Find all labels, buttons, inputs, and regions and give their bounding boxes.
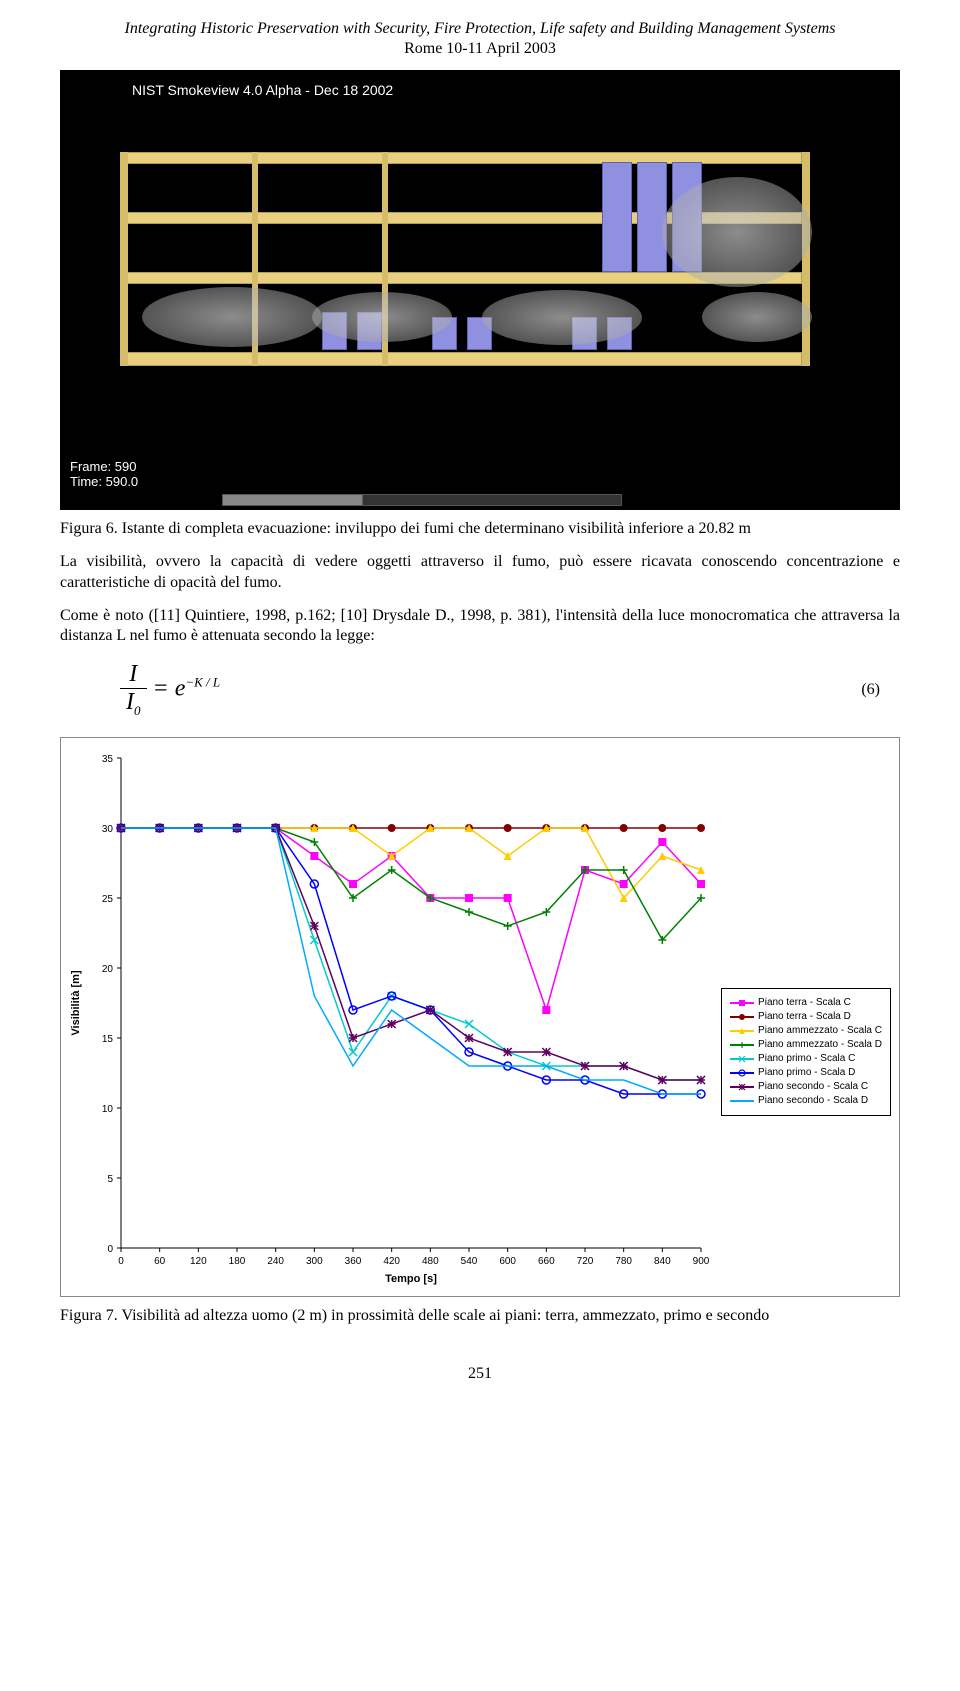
legend-label: Piano ammezzato - Scala C — [758, 1025, 882, 1036]
svg-text:30: 30 — [102, 824, 114, 835]
svg-text:780: 780 — [615, 1256, 632, 1267]
svg-text:0: 0 — [118, 1256, 124, 1267]
svg-text:900: 900 — [693, 1256, 710, 1267]
svg-text:240: 240 — [267, 1256, 284, 1267]
svg-text:180: 180 — [229, 1256, 246, 1267]
svg-text:20: 20 — [102, 964, 114, 975]
sim-scene — [82, 112, 878, 452]
svg-text:660: 660 — [538, 1256, 555, 1267]
sim-frame: Frame: 590 — [70, 459, 138, 475]
svg-text:720: 720 — [577, 1256, 594, 1267]
legend-item: Piano terra - Scala C — [730, 997, 882, 1009]
legend-label: Piano terra - Scala D — [758, 1011, 851, 1022]
sim-time: Time: 590.0 — [70, 474, 138, 490]
legend-item: Piano secondo - Scala D — [730, 1095, 882, 1107]
legend-item: Piano primo - Scala C — [730, 1053, 882, 1065]
svg-text:10: 10 — [102, 1104, 114, 1115]
legend-item: Piano secondo - Scala C — [730, 1081, 882, 1093]
header-title: Integrating Historic Preservation with S… — [60, 20, 900, 38]
legend-label: Piano secondo - Scala D — [758, 1095, 868, 1106]
svg-text:120: 120 — [190, 1256, 207, 1267]
svg-text:480: 480 — [422, 1256, 439, 1267]
svg-text:5: 5 — [107, 1174, 113, 1185]
legend-label: Piano ammezzato - Scala D — [758, 1039, 882, 1050]
svg-text:600: 600 — [499, 1256, 516, 1267]
svg-text:420: 420 — [383, 1256, 400, 1267]
legend-label: Piano terra - Scala C — [758, 997, 851, 1008]
eq-numerator: I — [120, 661, 147, 689]
figure6-caption: Figura 6. Istante di completa evacuazion… — [60, 520, 900, 538]
legend-item: Piano ammezzato - Scala D — [730, 1039, 882, 1051]
legend-label: Piano secondo - Scala C — [758, 1081, 868, 1092]
svg-text:0: 0 — [107, 1244, 113, 1255]
svg-text:540: 540 — [461, 1256, 478, 1267]
equation: I I0 = e−K / L — [120, 661, 861, 719]
legend-item: Piano primo - Scala D — [730, 1067, 882, 1079]
legend-item: Piano terra - Scala D — [730, 1011, 882, 1023]
svg-text:360: 360 — [345, 1256, 362, 1267]
svg-text:Tempo [s]: Tempo [s] — [385, 1273, 437, 1285]
visibility-chart: 0 5 10 15 20 25 30 35 0 60 120 180 240 300 360 420 480 54… — [60, 737, 900, 1297]
legend-item: Piano ammezzato - Scala C — [730, 1025, 882, 1037]
sim-scrollbar[interactable] — [222, 494, 622, 506]
paragraph2: Come è noto ([11] Quintiere, 1998, p.162… — [60, 606, 900, 648]
svg-text:60: 60 — [154, 1256, 166, 1267]
equation-number: (6) — [861, 681, 880, 699]
svg-text:300: 300 — [306, 1256, 323, 1267]
page-number: 251 — [60, 1365, 900, 1383]
eq-denom-sub: 0 — [134, 703, 141, 718]
legend-label: Piano primo - Scala D — [758, 1067, 855, 1078]
paragraph1: La visibilità, ovvero la capacità di ved… — [60, 552, 900, 594]
svg-text:25: 25 — [102, 894, 114, 905]
equation-row: I I0 = e−K / L (6) — [60, 661, 900, 719]
svg-text:35: 35 — [102, 754, 114, 765]
chart-legend: Piano terra - Scala C Piano terra - Scala… — [721, 988, 891, 1116]
sim-frame-info: Frame: 590 Time: 590.0 — [70, 459, 138, 490]
svg-text:840: 840 — [654, 1256, 671, 1267]
svg-text:15: 15 — [102, 1034, 114, 1045]
simulation-figure: NIST Smokeview 4.0 Alpha - Dec 18 2002 F… — [60, 70, 900, 510]
eq-equals: = e — [153, 676, 186, 702]
sim-title: NIST Smokeview 4.0 Alpha - Dec 18 2002 — [132, 82, 393, 98]
eq-exponent: −K / L — [185, 675, 220, 690]
header-subtitle: Rome 10-11 April 2003 — [60, 40, 900, 58]
legend-label: Piano primo - Scala C — [758, 1053, 855, 1064]
figure7-caption: Figura 7. Visibilità ad altezza uomo (2 … — [60, 1307, 900, 1325]
svg-text:Visibilità [m]: Visibilità [m] — [70, 970, 82, 1036]
eq-denom-base: I — [126, 689, 134, 715]
